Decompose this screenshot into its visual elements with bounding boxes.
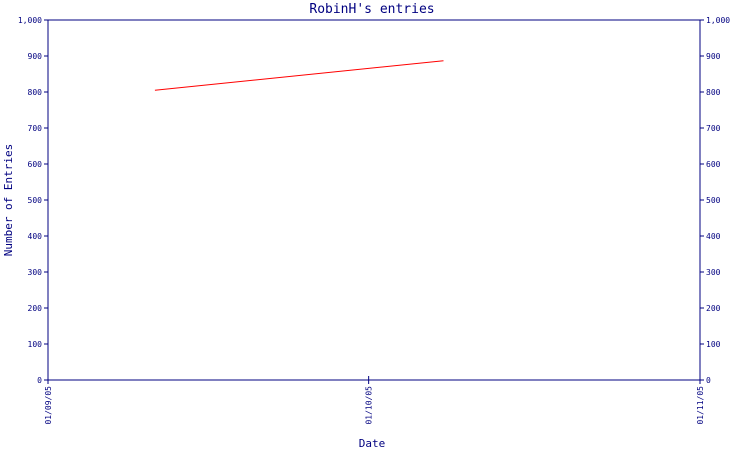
plot-area xyxy=(47,19,701,381)
y-axis-label: Number of Entries xyxy=(2,144,15,257)
y-tick-label-right: 900 xyxy=(706,52,721,61)
series-group xyxy=(154,60,444,91)
y-tick-label-left: 800 xyxy=(28,88,43,97)
y-tick-label-right: 800 xyxy=(706,88,721,97)
y-tick-label-right: 500 xyxy=(706,196,721,205)
x-tick-label: 01/10/05 xyxy=(365,386,374,425)
x-axis: 01/09/05 01/10/05 01/11/05 xyxy=(44,376,705,425)
y-tick-label-left: 700 xyxy=(28,124,43,133)
y-tick-label-left: 400 xyxy=(28,232,43,241)
y-tick-label-right: 0 xyxy=(706,376,711,385)
y-tick-label-right: 1,000 xyxy=(706,16,730,25)
chart-title: RobinH's entries xyxy=(309,2,434,17)
left-y-axis: 0 100 200 300 400 500 600 700 800 900 1,000 xyxy=(18,16,48,385)
series-line xyxy=(154,60,444,91)
y-tick-label-left: 0 xyxy=(37,376,42,385)
y-tick-label-left: 600 xyxy=(28,160,43,169)
x-axis-label: Date xyxy=(359,437,386,450)
y-tick-label-right: 400 xyxy=(706,232,721,241)
y-tick-label-right: 200 xyxy=(706,304,721,313)
y-tick-label-right: 700 xyxy=(706,124,721,133)
y-tick-label-left: 1,000 xyxy=(18,16,42,25)
y-tick-label-left: 900 xyxy=(28,52,43,61)
y-tick-label-right: 100 xyxy=(706,340,721,349)
y-tick-label-right: 300 xyxy=(706,268,721,277)
y-tick-label-left: 200 xyxy=(28,304,43,313)
x-tick-label: 01/09/05 xyxy=(44,386,53,425)
right-y-axis: 0 100 200 300 400 500 600 700 800 900 1,000 xyxy=(700,16,730,385)
x-tick-label: 01/11/05 xyxy=(696,386,705,425)
y-tick-label-left: 100 xyxy=(28,340,43,349)
y-tick-label-right: 600 xyxy=(706,160,721,169)
y-tick-label-left: 500 xyxy=(28,196,43,205)
y-tick-label-left: 300 xyxy=(28,268,43,277)
